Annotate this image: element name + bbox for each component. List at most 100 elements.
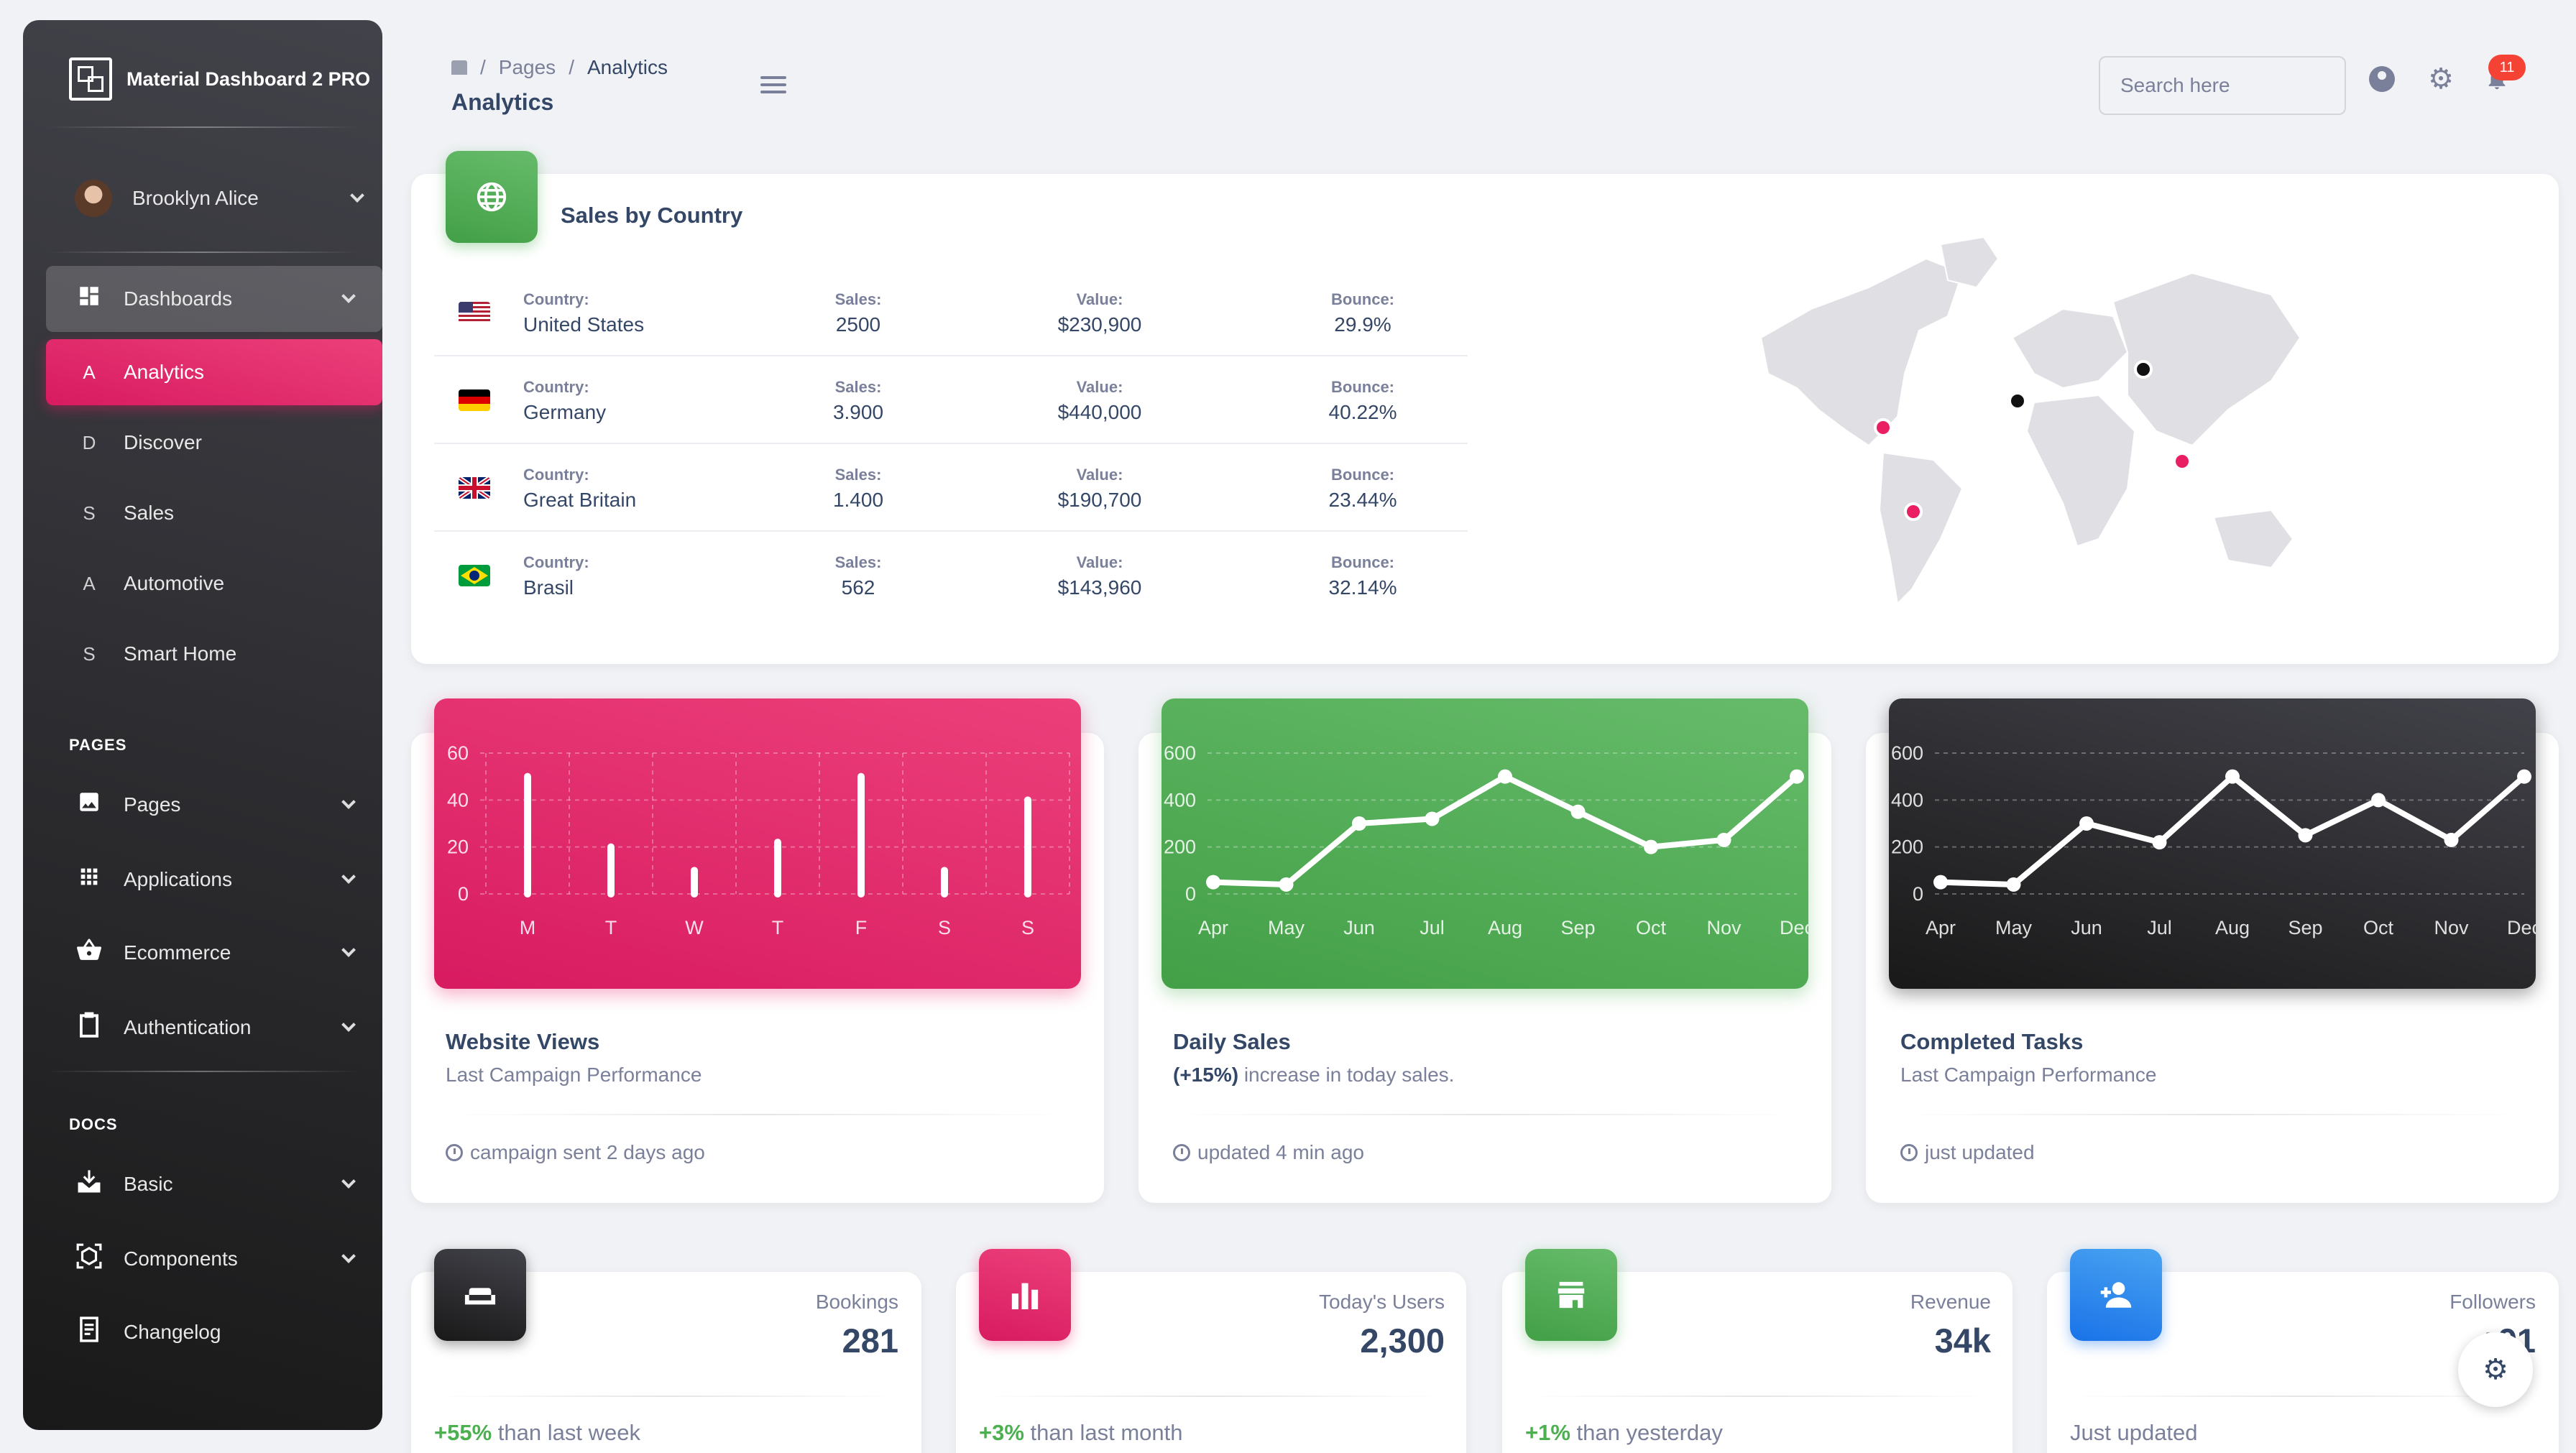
- subtitle-rest: increase in today sales.: [1238, 1064, 1455, 1086]
- y-tick-label: 200: [1891, 836, 1923, 858]
- sidebar-item-analytics[interactable]: A Analytics: [46, 339, 382, 405]
- sidebar-item-authentication[interactable]: Authentication: [46, 995, 382, 1061]
- data-point: [2006, 877, 2021, 892]
- y-tick-label: 400: [1164, 789, 1196, 811]
- clock-icon: [1900, 1144, 1918, 1161]
- sidebar-item-letter: A: [83, 572, 96, 594]
- sidebar-item-label: Dashboards: [124, 287, 232, 310]
- x-tick-label: T: [605, 917, 617, 938]
- map-asia: [2112, 272, 2301, 447]
- divider: [979, 1396, 1443, 1397]
- notification-badge: 11: [2488, 55, 2526, 80]
- sidebar-item-smart-home[interactable]: S Smart Home: [46, 621, 382, 687]
- sidebar-item-label: Ecommerce: [124, 941, 231, 964]
- sidebar-item-ecommerce[interactable]: Ecommerce: [46, 920, 382, 986]
- cell-key: Bounce:: [1331, 290, 1394, 308]
- sidebar-item-sales[interactable]: S Sales: [46, 480, 382, 546]
- divider: [2070, 1396, 2536, 1397]
- x-tick-label: Jul: [2147, 917, 2172, 938]
- cell-key: Value:: [1076, 290, 1123, 308]
- chart-footer: updated 4 min ago: [1173, 1141, 1364, 1164]
- sidebar-item-basic[interactable]: Basic: [46, 1151, 382, 1217]
- brand[interactable]: Material Dashboard 2 PRO: [69, 57, 370, 101]
- cell-key: Sales:: [834, 553, 882, 571]
- x-tick-label: Apr: [1198, 917, 1228, 938]
- gear-icon[interactable]: ⚙: [2428, 63, 2454, 95]
- x-tick-label: Aug: [1488, 917, 1522, 938]
- receipt-icon: [75, 1316, 104, 1349]
- map-marker[interactable]: [2008, 392, 2027, 410]
- sidebar-item-applications[interactable]: Applications: [46, 847, 382, 913]
- sidebar-item-automotive[interactable]: A Automotive: [46, 550, 382, 617]
- chevron-down-icon: [341, 289, 356, 303]
- breadcrumb: / Pages / Analytics: [451, 56, 668, 79]
- sidebar-item-letter: S: [83, 502, 96, 524]
- bounce-cell: Bounce: 29.9%: [1291, 290, 1435, 336]
- home-icon[interactable]: [451, 60, 467, 75]
- y-tick-label: 0: [1913, 883, 1923, 905]
- account-icon[interactable]: [2369, 66, 2395, 92]
- cell-key: Value:: [1076, 378, 1123, 396]
- clipboard-icon: [75, 1011, 104, 1044]
- sidebar-item-label: Smart Home: [124, 642, 237, 665]
- cell-key: Country:: [523, 553, 589, 571]
- series-line: [1210, 773, 1800, 887]
- data-point: [2298, 828, 2313, 843]
- data-point: [2079, 816, 2094, 831]
- brand-title: Material Dashboard 2 PRO: [126, 68, 371, 90]
- chart-subtitle: Last Campaign Performance: [446, 1064, 702, 1086]
- website-views-chart[interactable]: 60 40 20 0 M T W T F S S: [434, 698, 1081, 989]
- cell-value: 2500: [835, 313, 881, 336]
- sidebar-item-label: Basic: [124, 1173, 173, 1195]
- divider: [446, 1114, 1070, 1115]
- chart-title: Daily Sales: [1173, 1029, 1291, 1054]
- map-marker[interactable]: [1874, 418, 1892, 437]
- map-marker[interactable]: [2134, 360, 2153, 379]
- data-point: [1425, 811, 1440, 826]
- sidebar-item-components[interactable]: Components: [46, 1226, 382, 1292]
- sidebar-item-dashboards[interactable]: Dashboards: [46, 266, 382, 332]
- chevron-down-icon: [341, 1018, 356, 1032]
- map-marker[interactable]: [1904, 502, 1923, 521]
- sidebar-item-label: Components: [124, 1247, 238, 1270]
- configurator-gear-button[interactable]: ⚙: [2458, 1332, 2533, 1407]
- map-marker[interactable]: [2173, 452, 2191, 471]
- bounce-cell: Bounce: 40.22%: [1291, 378, 1435, 424]
- y-tick-label: 20: [447, 836, 469, 858]
- y-tick-label: 600: [1164, 742, 1196, 764]
- user-menu[interactable]: Brooklyn Alice: [75, 180, 364, 217]
- y-tick-label: 200: [1164, 836, 1196, 858]
- stat-footer: +3% than last month: [979, 1420, 1183, 1446]
- sidebar-item-label: Applications: [124, 868, 232, 890]
- search-input[interactable]: [2099, 56, 2346, 115]
- country-cell: Country: Great Britain: [523, 466, 636, 512]
- cell-value: $190,700: [1057, 489, 1142, 511]
- x-tick-label: Sep: [2288, 917, 2322, 938]
- chart-title: Completed Tasks: [1900, 1029, 2084, 1054]
- data-point: [1570, 804, 1586, 819]
- flag-gb-icon: [459, 477, 490, 499]
- menu-toggle-icon[interactable]: [760, 76, 786, 98]
- world-map[interactable]: [1725, 230, 2314, 618]
- stat-footer: Just updated: [2070, 1420, 2198, 1446]
- sidebar: Material Dashboard 2 PRO Brooklyn Alice …: [23, 20, 382, 1430]
- sidebar-item-label: Automotive: [124, 572, 225, 594]
- breadcrumb-pages[interactable]: Pages: [498, 56, 556, 78]
- sidebar-item-changelog[interactable]: Changelog: [46, 1299, 382, 1365]
- map-europe: [2011, 308, 2129, 389]
- divider: [434, 1396, 898, 1397]
- country-cell: Country: Germany: [523, 378, 606, 424]
- cell-key: Bounce:: [1331, 553, 1394, 571]
- cell-value: 23.44%: [1328, 489, 1397, 511]
- table-row: Country: United States Sales: 2500 Value: $…: [434, 269, 1468, 356]
- store-icon: [1525, 1249, 1617, 1341]
- sidebar-item-label: Discover: [124, 431, 202, 453]
- sidebar-item-discover[interactable]: D Discover: [46, 410, 382, 476]
- sidebar-item-label: Authentication: [124, 1016, 252, 1038]
- x-tick-label: S: [1021, 917, 1034, 938]
- stat-change-text: than yesterday: [1570, 1420, 1723, 1445]
- sidebar-item-pages[interactable]: Pages: [46, 772, 382, 838]
- cell-value: United States: [523, 313, 645, 336]
